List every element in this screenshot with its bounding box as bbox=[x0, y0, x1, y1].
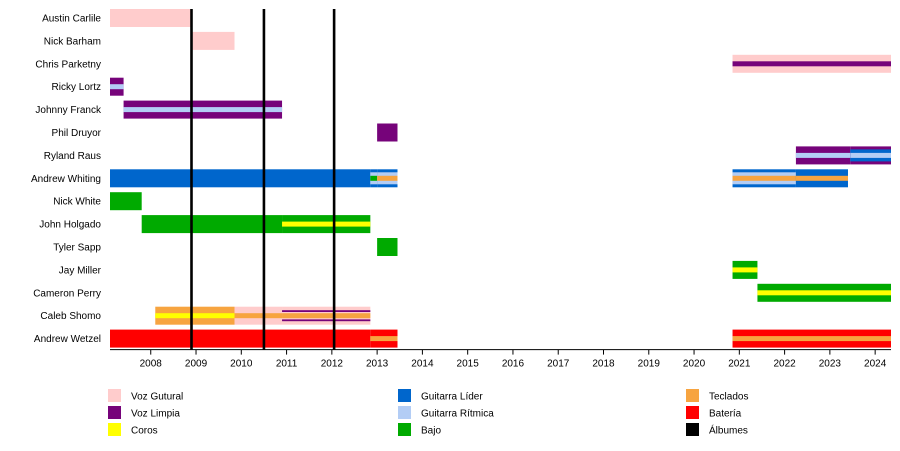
member-bar bbox=[110, 329, 371, 348]
x-tick-label: 2017 bbox=[547, 359, 570, 370]
member-label: Caleb Shomo bbox=[40, 311, 101, 322]
legend-label: Bajo bbox=[421, 426, 441, 437]
legend-swatch bbox=[108, 406, 121, 419]
x-tick-label: 2014 bbox=[411, 359, 434, 370]
x-tick-label: 2022 bbox=[773, 359, 796, 370]
member-bar-stripe bbox=[370, 336, 398, 342]
member-bar-stripe bbox=[732, 267, 758, 273]
legend-label: Coros bbox=[131, 426, 158, 437]
member-label: Tyler Sapp bbox=[53, 243, 101, 254]
legend: Voz Gutural Voz Limpia Coros Guitarra Líder… bbox=[108, 389, 748, 437]
legend-label: Batería bbox=[709, 409, 742, 420]
x-tick-label: 2019 bbox=[638, 359, 661, 370]
x-tick-label: 2023 bbox=[819, 359, 842, 370]
x-tick-label: 2009 bbox=[185, 359, 208, 370]
member-bar bbox=[110, 9, 192, 27]
legend-label: Guitarra Líder bbox=[421, 392, 483, 403]
x-axis: 2008 2009 2010 2011 2012 2013 2014 2015 2016 2017… bbox=[110, 349, 891, 370]
member-label: Jay Miller bbox=[59, 265, 102, 276]
member-bar-border bbox=[282, 319, 371, 322]
legend-label: Voz Limpia bbox=[131, 409, 180, 420]
member-bar-stripe bbox=[282, 313, 371, 319]
member-bar bbox=[191, 31, 235, 50]
member-bar bbox=[141, 215, 283, 234]
member-bar-stripe bbox=[110, 84, 124, 90]
member-bar bbox=[377, 123, 398, 142]
member-bar-stripe bbox=[282, 221, 371, 227]
legend-swatch bbox=[108, 389, 121, 402]
legend-label: Álbumes bbox=[709, 424, 748, 437]
x-tick-label: 2010 bbox=[230, 359, 253, 370]
member-bar-stripe bbox=[850, 152, 891, 158]
legend-swatch bbox=[686, 389, 699, 402]
x-tick-label: 2015 bbox=[457, 359, 480, 370]
member-bar-stripe bbox=[732, 336, 891, 342]
x-tick-label: 2024 bbox=[864, 359, 887, 370]
member-label: Phil Druyor bbox=[52, 128, 102, 139]
member-label: Andrew Wetzel bbox=[34, 334, 101, 345]
member-bar bbox=[377, 238, 398, 256]
member-bar-stripe bbox=[732, 61, 891, 67]
x-tick-label: 2011 bbox=[276, 359, 298, 370]
legend-swatch bbox=[686, 423, 699, 436]
x-tick-label: 2020 bbox=[683, 359, 706, 370]
x-tick-label: 2008 bbox=[140, 359, 163, 370]
member-label: Nick Barham bbox=[44, 36, 101, 47]
member-bar-stripe bbox=[370, 175, 378, 181]
member-bar-stripe bbox=[757, 290, 891, 296]
member-label: Nick White bbox=[53, 197, 101, 208]
x-tick-label: 2012 bbox=[321, 359, 344, 370]
x-tick-label: 2016 bbox=[502, 359, 525, 370]
member-label: Ryland Raus bbox=[44, 151, 101, 162]
legend-label: Voz Gutural bbox=[131, 392, 183, 403]
member-label: Johnny Franck bbox=[35, 105, 102, 116]
member-bar bbox=[110, 192, 142, 211]
member-label: John Holgado bbox=[39, 220, 101, 231]
member-labels: Austin Carlile Nick Barham Chris Parketny R… bbox=[31, 14, 102, 346]
member-label: Cameron Perry bbox=[33, 288, 101, 299]
x-tick-label: 2021 bbox=[728, 359, 751, 370]
member-bar-stripe bbox=[795, 152, 851, 158]
member-bar-border bbox=[282, 310, 371, 312]
member-bar-stripe bbox=[377, 175, 398, 181]
member-bar-stripe bbox=[732, 175, 796, 181]
x-tick-label: 2013 bbox=[366, 359, 389, 370]
plot-area bbox=[110, 9, 891, 350]
legend-swatch bbox=[398, 423, 411, 436]
member-label: Andrew Whiting bbox=[31, 174, 101, 185]
member-label: Chris Parketny bbox=[35, 59, 101, 70]
legend-label: Guitarra Rítmica bbox=[421, 409, 494, 420]
member-bar-stripe bbox=[123, 107, 283, 113]
x-tick-label: 2018 bbox=[592, 359, 615, 370]
legend-label: Teclados bbox=[709, 392, 748, 403]
member-bar bbox=[110, 169, 371, 188]
member-bar-stripe bbox=[234, 313, 283, 319]
legend-swatch bbox=[398, 389, 411, 402]
member-bar-stripe bbox=[795, 175, 848, 181]
legend-swatch bbox=[686, 406, 699, 419]
member-label: Ricky Lortz bbox=[52, 82, 101, 93]
legend-swatch bbox=[108, 423, 121, 436]
legend-swatch bbox=[398, 406, 411, 419]
member-label: Austin Carlile bbox=[42, 14, 101, 25]
member-bar-stripe bbox=[155, 313, 235, 319]
